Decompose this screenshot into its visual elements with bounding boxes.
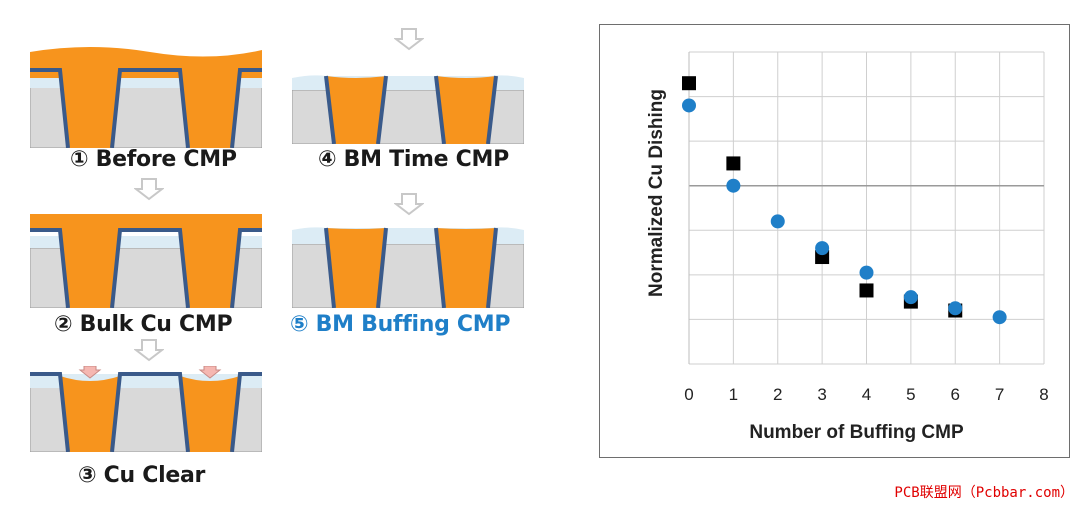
x-tick-label: 4 (862, 385, 871, 404)
diagram-bulk-cu-cmp (30, 214, 262, 308)
data-point-circle (903, 290, 918, 305)
diagram-bm-time-cmp (292, 75, 524, 144)
x-tick-label: 2 (773, 385, 782, 404)
down-arrow-icon (394, 28, 424, 51)
x-tick-label: 6 (951, 385, 960, 404)
watermark: PCB联盟网（Pcbbar.com） (894, 485, 1074, 501)
data-point-square (859, 283, 874, 298)
x-tick-label: 7 (995, 385, 1004, 404)
diagram-bm-buffing-cmp (292, 227, 524, 308)
data-point-circle (682, 98, 696, 113)
pad-pressure-marker (78, 366, 102, 379)
data-point-square (726, 156, 741, 171)
dishing-scatter-chart: 0 1 2 3 4 5 6 7 8 Number of Buffing CMP Normalized… (646, 51, 1049, 443)
data-point-square (682, 76, 696, 91)
down-arrow-icon (134, 339, 164, 362)
x-tick-label: 5 (906, 385, 915, 404)
step-label-bulk-cu-cmp: ② Bulk Cu CMP (54, 312, 233, 337)
x-tick-label: 1 (729, 385, 738, 404)
step-label-cu-clear: ③ Cu Clear (78, 463, 206, 488)
data-point-circle (770, 214, 785, 229)
data-point-circle (859, 265, 874, 280)
x-tick-label: 0 (684, 385, 693, 404)
y-axis-label: Normalized Cu Dishing (646, 89, 667, 297)
x-tick-label: 3 (817, 385, 826, 404)
chart-frame: 0 1 2 3 4 5 6 7 8 Number of Buffing CMP Normalized… (599, 24, 1070, 458)
step-label-before-cmp: ① Before CMP (70, 147, 237, 172)
data-point-circle (815, 241, 830, 256)
down-arrow-icon (394, 193, 424, 216)
diagram-before-cmp (30, 47, 262, 148)
data-point-circle (992, 310, 1007, 325)
x-tick-label: 8 (1039, 385, 1048, 404)
x-axis-label: Number of Buffing CMP (749, 422, 964, 443)
data-point-circle (948, 301, 963, 316)
step-label-bm-time-cmp: ④ BM Time CMP (318, 147, 509, 172)
pad-pressure-marker (198, 366, 222, 379)
down-arrow-icon (134, 178, 164, 201)
diagram-cu-clear (30, 366, 262, 452)
step-label-bm-buffing-cmp: ⑤ BM Buffing CMP (290, 312, 511, 337)
data-point-circle (726, 178, 741, 193)
